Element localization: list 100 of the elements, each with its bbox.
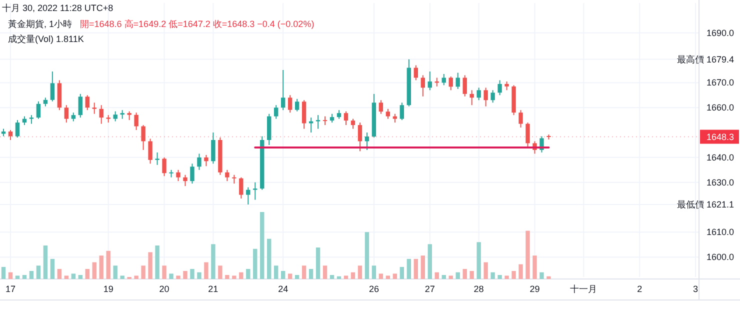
bar xyxy=(169,274,174,279)
bar xyxy=(546,276,551,279)
chart-title: 成交量(Vol) 1.811K xyxy=(8,34,84,44)
bar xyxy=(358,266,362,279)
bar xyxy=(1,266,6,279)
bar xyxy=(350,272,356,279)
x-tick-label: 28 xyxy=(474,284,484,294)
x-tick-label: 17 xyxy=(5,284,16,294)
x-tick-label: 26 xyxy=(368,284,379,294)
bar xyxy=(344,276,348,279)
bar xyxy=(512,270,516,279)
bar xyxy=(204,262,208,279)
bar xyxy=(484,262,488,279)
bar xyxy=(29,270,34,279)
x-tick-label: 十一月 xyxy=(570,284,598,294)
bar xyxy=(364,232,370,279)
y-tick-label: 1630.0 xyxy=(706,177,734,188)
bar xyxy=(470,270,474,279)
bar xyxy=(211,244,216,279)
bar xyxy=(8,272,13,279)
bar xyxy=(378,274,384,279)
bar xyxy=(274,266,278,279)
bar xyxy=(476,242,481,279)
bar xyxy=(134,276,138,279)
bar xyxy=(532,256,537,279)
bar xyxy=(392,274,398,279)
bar xyxy=(294,274,300,279)
bar xyxy=(498,274,502,279)
bar xyxy=(50,258,55,279)
bar xyxy=(448,276,453,279)
bar xyxy=(225,274,230,279)
bar xyxy=(176,276,180,279)
bar xyxy=(281,270,286,279)
x-tick-label: 21 xyxy=(208,284,218,294)
bar xyxy=(190,268,194,279)
bar xyxy=(288,274,292,279)
x-tick-label: 27 xyxy=(424,284,435,294)
y-tick-label: 1690.0 xyxy=(706,28,734,38)
bar xyxy=(246,268,250,279)
bar xyxy=(267,238,272,279)
x-tick-label: 20 xyxy=(159,284,170,294)
text: 黃金期貨, 1小時 xyxy=(8,19,72,29)
bar xyxy=(330,274,334,279)
y-tick-label: 1600.0 xyxy=(706,252,734,262)
y-tick-label: 1610.0 xyxy=(706,227,734,238)
annotation: 十月 30, 2022 11:28 UTC+8 xyxy=(2,3,114,13)
x-tick-label: 24 xyxy=(278,284,288,294)
bar xyxy=(462,268,467,279)
bar xyxy=(322,266,328,279)
bar xyxy=(504,276,509,279)
bar xyxy=(526,230,530,279)
bar xyxy=(57,268,62,279)
bar xyxy=(260,212,264,279)
bar xyxy=(518,264,523,279)
bar xyxy=(253,248,258,279)
bar xyxy=(183,270,188,279)
bar xyxy=(414,258,418,279)
bar xyxy=(406,258,412,279)
bar xyxy=(456,272,460,279)
bar xyxy=(78,274,82,279)
bar xyxy=(92,262,96,279)
bar xyxy=(232,276,236,279)
ref-line-label: 1648.3 xyxy=(706,132,734,142)
bar xyxy=(197,272,202,279)
bar xyxy=(71,274,76,279)
bar xyxy=(99,256,104,279)
bar xyxy=(434,272,439,279)
bar xyxy=(148,252,152,279)
x-tick-label: 2 xyxy=(637,284,642,294)
bar xyxy=(22,274,27,279)
annotation: 開=1648.6 高=1649.2 低=1647.2 收=1648.3 −0.4 (−0.02%) xyxy=(80,19,314,29)
bar xyxy=(162,266,166,279)
bar xyxy=(428,244,432,279)
bar xyxy=(308,268,314,279)
bar xyxy=(64,276,68,279)
bar xyxy=(85,268,90,279)
bar xyxy=(141,266,146,279)
bar xyxy=(239,272,244,279)
bar xyxy=(490,272,495,279)
bar xyxy=(442,274,446,279)
x-tick-label: 29 xyxy=(530,284,540,294)
bar xyxy=(372,266,376,279)
bar xyxy=(302,266,306,279)
bar xyxy=(420,256,425,279)
bar xyxy=(106,250,110,279)
bar xyxy=(316,248,320,279)
bar xyxy=(36,266,41,279)
bar xyxy=(400,266,404,279)
bar xyxy=(218,266,222,279)
y-tick-label: 1640.0 xyxy=(706,152,734,162)
x-tick-label: 3 xyxy=(692,284,698,294)
y-tick-label: 1670.0 xyxy=(706,78,734,88)
bar xyxy=(155,246,160,279)
bar xyxy=(15,276,20,279)
bar xyxy=(113,266,118,279)
bar xyxy=(120,276,124,279)
x-tick-label: 19 xyxy=(103,284,114,294)
bar xyxy=(386,276,390,279)
y-tick-label: 1660.0 xyxy=(706,102,734,113)
bar xyxy=(43,246,48,279)
